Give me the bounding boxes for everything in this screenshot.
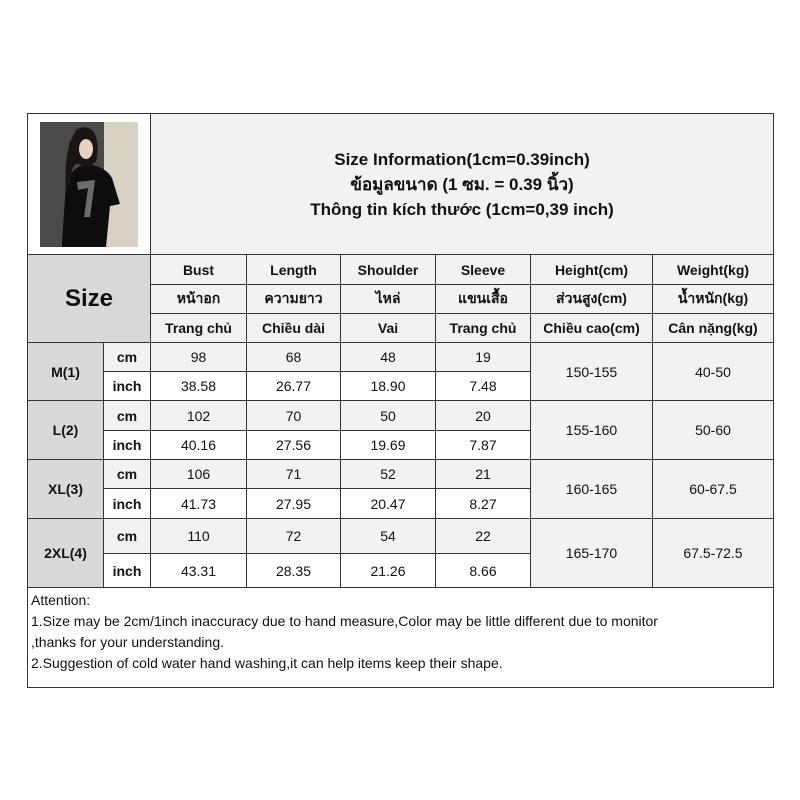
measurement-value: 70 (246, 400, 341, 431)
weight-range: 50-60 (651, 400, 775, 460)
size-name: M(1) (27, 342, 104, 401)
size-header: Size (27, 254, 151, 343)
measurement-value: 28.35 (246, 553, 341, 588)
title-english: Size Information(1cm=0.39inch) (334, 149, 590, 169)
column-header-en: Height(cm) (530, 254, 653, 285)
unit-label: inch (103, 430, 151, 460)
unit-label: cm (103, 459, 151, 489)
measurement-value: 18.90 (340, 371, 436, 401)
column-header-vi: Chiều dài (246, 313, 341, 343)
column-header-vi: Chiều cao(cm) (530, 313, 653, 343)
measurement-value: 110 (150, 518, 247, 554)
attention-line1b: ,thanks for your understanding. (31, 634, 225, 650)
attention-heading: Attention: (31, 592, 91, 608)
measurement-value: 106 (150, 459, 247, 489)
measurement-value: 20.47 (340, 488, 436, 519)
measurement-value: 50 (340, 400, 436, 431)
column-header-th: ความยาว (246, 284, 341, 314)
size-info-title: Size Information(1cm=0.39inch) ข้อมูลขนา… (149, 113, 775, 255)
measurement-value: 48 (340, 342, 436, 372)
measurement-value: 7.48 (435, 371, 531, 401)
column-header-vi: Cân nặng(kg) (651, 313, 775, 343)
measurement-value: 7.87 (435, 430, 531, 460)
measurement-value: 8.66 (435, 553, 531, 588)
measurement-value: 54 (340, 518, 436, 554)
measurement-value: 21 (435, 459, 531, 489)
height-range: 160-165 (530, 459, 653, 519)
column-header-th: น้ำหนัก(kg) (651, 284, 775, 314)
column-header-th: ส่วนสูง(cm) (530, 284, 653, 314)
unit-label: inch (103, 371, 151, 401)
measurement-value: 72 (246, 518, 341, 554)
column-header-en: Shoulder (340, 254, 436, 285)
measurement-value: 71 (246, 459, 341, 489)
column-header-vi: Vai (340, 313, 436, 343)
measurement-value: 38.58 (150, 371, 247, 401)
column-header-th: แขนเสื้อ (435, 284, 531, 314)
size-row-cm: 2XL(4) cm 110 72 54 22 165-170 67.5-72.5 (27, 518, 775, 588)
unit-label: cm (103, 342, 151, 372)
size-name: 2XL(4) (27, 518, 104, 588)
attention-notes: Attention: 1.Size may be 2cm/1inch inaccu… (26, 587, 775, 688)
height-range: 150-155 (530, 342, 653, 401)
measurement-value: 43.31 (150, 553, 247, 588)
size-row-inch: inch 43.31 28.35 21.26 8.66 (28, 553, 774, 588)
measurement-value: 21.26 (340, 553, 436, 588)
unit-label: cm (103, 518, 151, 554)
size-row-inch: inch 41.73 27.95 20.47 8.27 (28, 488, 774, 519)
product-photo-cell (27, 113, 151, 255)
measurement-value: 22 (435, 518, 531, 554)
weight-range: 40-50 (651, 342, 775, 401)
size-row-cm: XL(3) cm 106 71 52 21 160-165 60-67.5 (27, 459, 775, 519)
size-row-cm: M(1) cm 98 68 48 19 150-155 40-50 (27, 342, 775, 401)
measurement-value: 8.27 (435, 488, 531, 519)
measurement-value: 27.95 (246, 488, 341, 519)
measurement-value: 102 (150, 400, 247, 431)
attention-line2: 2.Suggestion of cold water hand washing,… (31, 655, 503, 671)
measurement-value: 20 (435, 400, 531, 431)
measurement-value: 19.69 (340, 430, 436, 460)
size-row-cm: L(2) cm 102 70 50 20 155-160 50-60 (27, 400, 775, 460)
column-header-en: Weight(kg) (651, 254, 775, 285)
unit-label: cm (103, 400, 151, 431)
column-header-vi: Trang chủ (435, 313, 531, 343)
weight-range: 60-67.5 (651, 459, 775, 519)
column-header-en: Length (246, 254, 341, 285)
unit-label: inch (103, 488, 151, 519)
unit-label: inch (103, 553, 151, 588)
size-row-inch: inch 38.58 26.77 18.90 7.48 (28, 371, 774, 401)
title-vietnamese: Thông tin kích thước (1cm=0,39 inch) (310, 199, 614, 219)
size-name: L(2) (27, 400, 104, 460)
measurement-value: 41.73 (150, 488, 247, 519)
height-range: 165-170 (530, 518, 653, 588)
weight-range: 67.5-72.5 (651, 518, 775, 588)
column-header-th: ไหล่ (340, 284, 436, 314)
measurement-value: 40.16 (150, 430, 247, 460)
measurement-value: 98 (150, 342, 247, 372)
column-header-en: Sleeve (435, 254, 531, 285)
measurement-value: 26.77 (246, 371, 341, 401)
size-chart: Size Information(1cm=0.39inch) ข้อมูลขนา… (26, 113, 775, 688)
title-thai: ข้อมูลขนาด (1 ซม. = 0.39 นิ้ว) (350, 174, 574, 194)
measurement-value: 19 (435, 342, 531, 372)
column-header-vi: Trang chủ (150, 313, 247, 343)
product-photo (40, 121, 138, 247)
column-header-en: Bust (150, 254, 247, 285)
size-name: XL(3) (27, 459, 104, 519)
measurement-value: 27.56 (246, 430, 341, 460)
height-range: 155-160 (530, 400, 653, 460)
attention-line1: 1.Size may be 2cm/1inch inaccuracy due t… (31, 613, 658, 629)
size-row-inch: inch 40.16 27.56 19.69 7.87 (28, 430, 774, 460)
measurement-value: 52 (340, 459, 436, 489)
measurement-value: 68 (246, 342, 341, 372)
column-header-th: หน้าอก (150, 284, 247, 314)
